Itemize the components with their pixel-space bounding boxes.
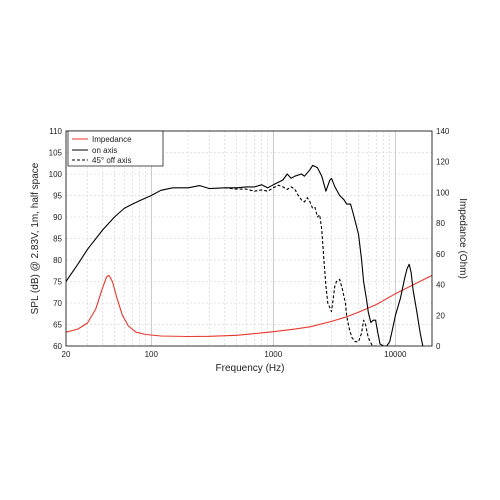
x-tick-label: 1000: [264, 350, 282, 359]
series-line-impedance: [66, 274, 432, 338]
legend-label-impedance: Impedance: [92, 135, 132, 144]
y-right-tick-label: 40: [436, 281, 445, 290]
right-axis-title: Impedance (Ohm): [457, 198, 468, 279]
y-right-tick-label: 140: [436, 127, 450, 136]
plot-series: [66, 164, 432, 346]
x-tick-label: 20: [62, 350, 71, 359]
y-left-tick-label: 65: [53, 321, 62, 330]
y-right-tick-label: 60: [436, 250, 445, 259]
y-left-tick-label: 80: [53, 256, 62, 265]
left-axis-title: SPL (dB) @ 2.83V, 1m, half space: [30, 162, 41, 314]
plot-frame: [65, 130, 433, 347]
y-right-tick-label: 100: [436, 188, 450, 197]
y-left-tick-label: 90: [53, 213, 62, 222]
y-left-tick-label: 60: [53, 342, 62, 351]
chart-legend: Impedance on axis 45° off axis: [67, 130, 164, 167]
x-tick-label: 100: [145, 350, 159, 359]
x-tick-label: 10000: [384, 350, 407, 359]
y-right-tick-label: 0: [436, 342, 441, 351]
series-line-on-axis: [66, 164, 424, 346]
y-right-tick-label: 20: [436, 311, 445, 320]
y-left-tick-label: 85: [53, 235, 62, 244]
y-left-tick-label: 105: [49, 149, 63, 158]
y-left-tick-label: 75: [53, 278, 62, 287]
x-axis-title: Frequency (Hz): [216, 363, 285, 374]
y-right-tick-label: 120: [436, 158, 450, 167]
legend-label-off-axis: 45° off axis: [92, 156, 132, 165]
series-line-45-off-axis: [224, 184, 377, 346]
y-left-tick-label: 95: [53, 192, 62, 201]
y-left-tick-label: 110: [49, 127, 62, 136]
axis-ticks: 20 100 1000 10000 60 65 70 75 80 85 90 95 100 105 110 0…: [49, 127, 450, 359]
y-left-tick-label: 70: [53, 299, 62, 308]
legend-label-on-axis: on axis: [92, 146, 117, 155]
y-left-tick-label: 100: [49, 170, 63, 179]
y-right-tick-label: 80: [436, 219, 445, 228]
